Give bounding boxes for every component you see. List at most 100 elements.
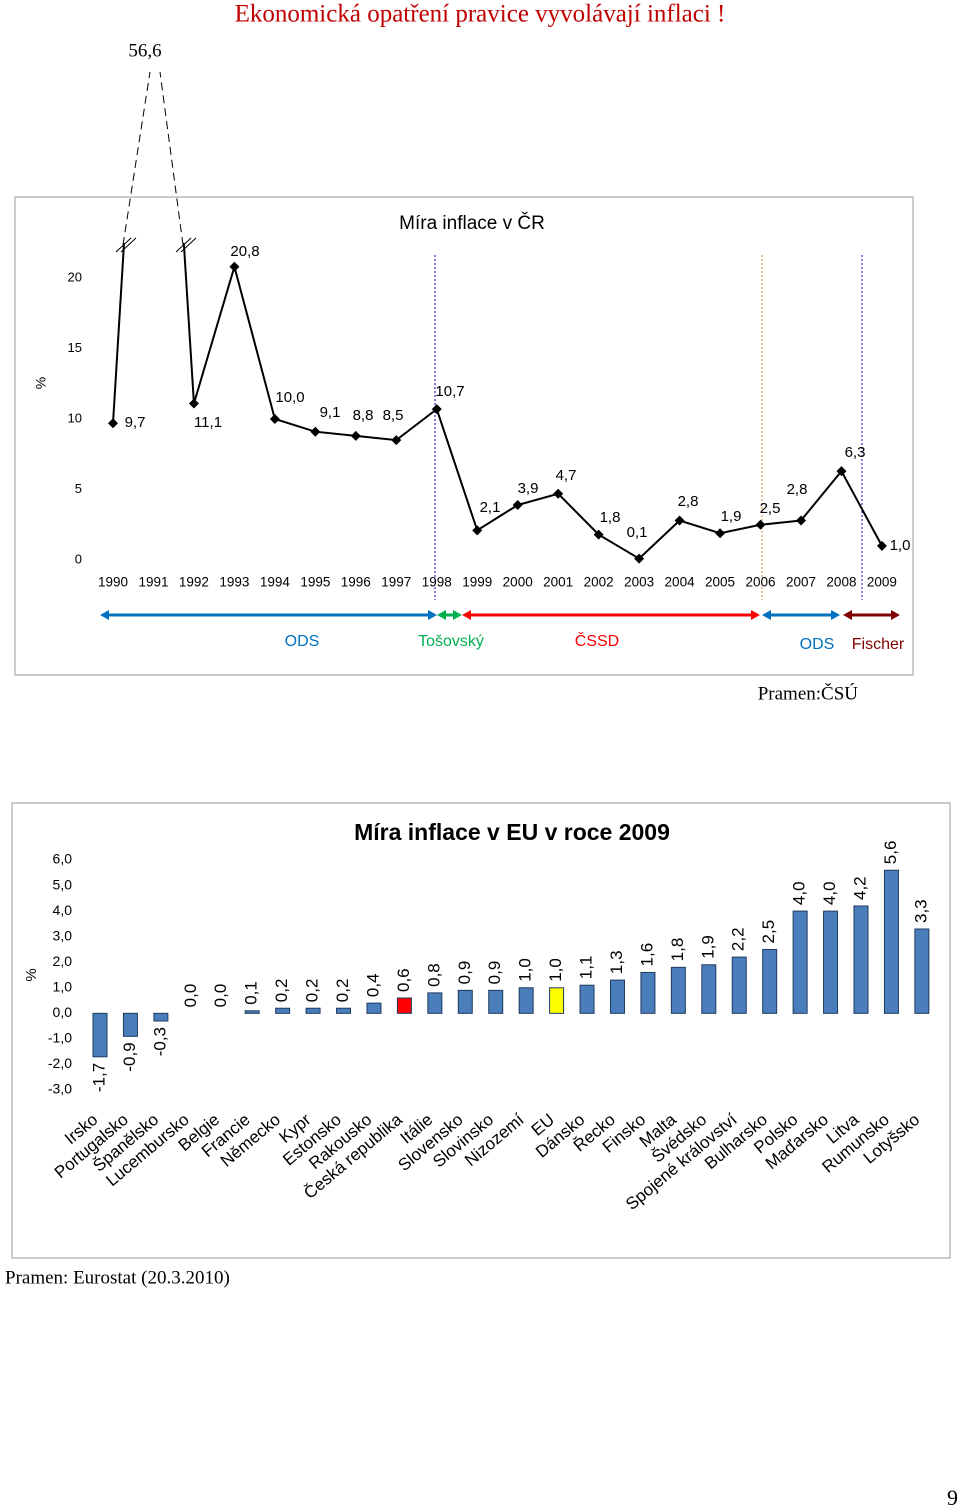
- source: Pramen: Eurostat (20.3.2010): [5, 1267, 230, 1288]
- y-tick-label: 5: [75, 481, 82, 496]
- line: [112, 243, 883, 560]
- marker: [310, 426, 321, 437]
- x-tick-label: 1995: [300, 575, 330, 590]
- y-tick-label: 6,0: [53, 851, 73, 867]
- period-label: ODS: [800, 636, 835, 653]
- data-label: 0,6: [394, 968, 413, 992]
- bar: [153, 1012, 169, 1022]
- chart-title: Míra inflace v ČR: [399, 212, 545, 234]
- series: [108, 243, 887, 564]
- y-tick-label: 15: [68, 340, 82, 355]
- arrow-head: [453, 610, 462, 620]
- data-label: 2,1: [480, 499, 501, 516]
- y-tick-label: 4,0: [53, 902, 73, 918]
- x-tick-label: 2003: [624, 575, 654, 590]
- y-tick-label: -1,0: [48, 1030, 72, 1046]
- chart-title: Míra inflace v EU v roce 2009: [354, 819, 670, 845]
- data-label: 9,1: [320, 404, 341, 421]
- data-label: 4,0: [820, 881, 839, 905]
- data-label: 4,0: [790, 881, 809, 905]
- marker: [553, 488, 564, 499]
- data-label: 0,9: [485, 961, 504, 985]
- data-label: 0,8: [424, 963, 443, 987]
- bar: [731, 956, 747, 1014]
- bar: [640, 971, 656, 1014]
- period-label: Tošovský: [418, 633, 484, 650]
- marker: [350, 430, 361, 441]
- marker: [715, 528, 726, 539]
- marker: [108, 418, 118, 429]
- y-tick-label: 10: [68, 410, 82, 425]
- x-tick-label: 2006: [745, 575, 775, 590]
- data-label: 1,0: [546, 958, 565, 982]
- source: Pramen:ČSÚ: [758, 682, 859, 704]
- bar: [883, 869, 899, 1014]
- arrow-head: [762, 610, 771, 620]
- marker: [674, 515, 685, 526]
- data-label: 6,3: [845, 444, 866, 461]
- bar: [609, 979, 625, 1014]
- y-tick-label: 3,0: [53, 927, 73, 943]
- data-label: 11,1: [194, 414, 222, 431]
- chart-frame: [11, 802, 951, 1259]
- break-line: [159, 71, 184, 246]
- marker: [188, 398, 199, 409]
- marker: [512, 500, 523, 511]
- data-label: 8,8: [353, 407, 374, 424]
- bar: [762, 948, 778, 1014]
- data-label: 0,0: [181, 984, 200, 1008]
- data-label: 1,8: [600, 509, 621, 526]
- chart-frame: [14, 196, 914, 676]
- bar: [792, 910, 808, 1014]
- data-label: 0,1: [242, 981, 261, 1005]
- x-tick-label: 2004: [665, 575, 696, 590]
- arrow-head: [843, 610, 852, 620]
- y-tick-label: -2,0: [48, 1055, 72, 1071]
- bar: [336, 1007, 352, 1014]
- arrow-head: [751, 610, 760, 620]
- period-label: ODS: [285, 633, 320, 650]
- break-line: [122, 71, 151, 246]
- marker: [269, 414, 280, 424]
- x-tick-label: 1992: [179, 575, 209, 590]
- data-label: 10,0: [275, 389, 304, 406]
- arrow-head: [831, 610, 840, 620]
- bar: [366, 1002, 382, 1014]
- bar: [244, 1010, 260, 1014]
- data-label: 1,8: [668, 938, 687, 962]
- arrow-head: [891, 610, 900, 620]
- arrow-head: [462, 610, 471, 620]
- y-tick-label: 0: [75, 551, 82, 566]
- data-label: 2,2: [729, 927, 748, 951]
- data-label: 0,2: [303, 979, 322, 1003]
- y-tick-label: -3,0: [48, 1081, 72, 1097]
- marker: [876, 540, 887, 551]
- data-label: -1,7: [89, 1063, 108, 1092]
- marker: [229, 261, 240, 272]
- bar: [670, 966, 686, 1014]
- bar: [853, 905, 869, 1014]
- data-label: 1,6: [637, 943, 656, 967]
- x-tick-label: 1999: [462, 575, 492, 590]
- arrow-head: [428, 610, 437, 620]
- data-label: 1,1: [577, 956, 596, 980]
- marker: [795, 515, 806, 526]
- data-label: 1,9: [721, 508, 742, 525]
- y-tick-label: 5,0: [53, 876, 73, 892]
- x-tick-label: 1996: [341, 575, 371, 590]
- data-label: 2,8: [787, 481, 808, 498]
- data-label: 1,9: [698, 935, 717, 959]
- x-tick-label: 1998: [422, 575, 452, 590]
- data-label: 0,1: [627, 524, 648, 541]
- data-label: 8,5: [383, 407, 404, 424]
- x-tick-label: 2001: [543, 575, 573, 590]
- bar: [701, 964, 717, 1014]
- bar: [396, 997, 412, 1014]
- y-tick-label: 2,0: [53, 953, 73, 969]
- x-tick-label: 1991: [138, 575, 168, 590]
- x-tick-label: 1993: [219, 575, 249, 590]
- y-tick-label: 0,0: [53, 1004, 73, 1020]
- data-label: 9,7: [125, 414, 146, 431]
- x-tick-label: 2007: [786, 575, 816, 590]
